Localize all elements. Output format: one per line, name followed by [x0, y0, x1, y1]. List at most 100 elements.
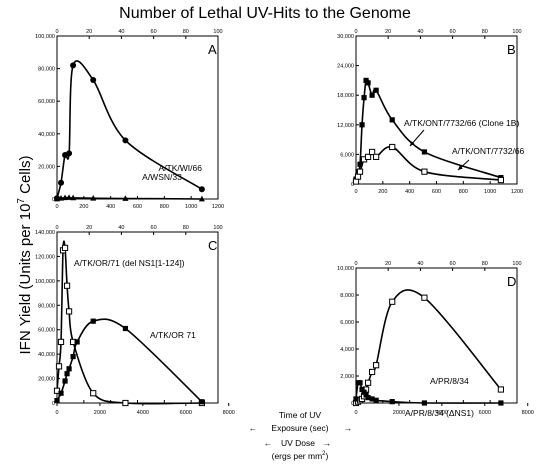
panel-c-ytick-label: 80,000 [38, 303, 55, 309]
figure-title: Number of Lethal UV-Hits to the Genome [119, 5, 411, 22]
panel-b-xtick-label: 1200 [511, 189, 523, 195]
panel-b-series-1-point [352, 178, 360, 185]
panel-b-xtick-label: 600 [432, 189, 441, 195]
panel-b-ytick-label: 24,000 [337, 64, 354, 70]
panel-a-frame [56, 35, 219, 200]
center-right-arrow-icon-2: → [323, 438, 332, 448]
panel-b-ytick-label: 6,000 [340, 152, 354, 158]
panel-a-series-0-point [58, 179, 65, 186]
panel-b-ytick-label: 0 [351, 182, 354, 188]
panel-b-series-1-point [373, 153, 380, 160]
panel-c-series-0-point [90, 390, 97, 397]
panel-b-series-0-point [389, 117, 395, 123]
panel-a-series-1-label: A/WSN/33 [142, 172, 182, 182]
panel-c-dose-tick-label: 8000 [223, 410, 235, 416]
panel-c-series-1-point [70, 353, 76, 360]
panel-c-series-0-point [55, 363, 63, 370]
panel-b-letter: B [507, 42, 516, 57]
panel-d-series-0-point [369, 368, 376, 376]
panel-b-ytick-label: 18,000 [337, 93, 354, 99]
center-label-line1: Time of UV [279, 410, 322, 420]
panel-a-xtick-label: 800 [160, 204, 169, 210]
panel-a-series-0-point [66, 150, 73, 157]
center-left-arrow-icon: ← [249, 423, 258, 433]
panel-c-series-1-point [54, 397, 60, 404]
panel-b-xtick-label: 0 [354, 189, 357, 195]
panel-a-ytick-label: 80,000 [38, 67, 55, 73]
panel-d-dose-tick-label: 6000 [479, 410, 491, 416]
center-axis-label: Time of UV ← Exposure (sec) → ← UV Dose … [249, 410, 353, 461]
panel-a-xtick-label: 0 [55, 204, 58, 210]
panel-c-series-0-point [57, 338, 65, 346]
panel-c-top-tick-label: 40 [118, 225, 124, 231]
panel-c-top-tick-label: 0 [55, 225, 58, 231]
panel-b-series-0-point [361, 95, 367, 101]
panel-d-series-1-point [369, 396, 375, 402]
y-axis-label: IFN Yield (Units per 107 Cells) [16, 156, 34, 355]
panel-c-series-1-point [74, 339, 80, 345]
panel-a-ytick-label: 20,000 [38, 164, 55, 170]
panel-c-series-1-point [58, 390, 64, 396]
panel-d-letter: D [507, 274, 516, 289]
panel-a-series-1-point [62, 194, 69, 201]
panel-c-series-1-point [90, 318, 96, 324]
panel-c-ytick-label: 120,000 [35, 254, 55, 260]
panel-d-series-1-point [359, 386, 365, 393]
panel-a-xtick-label: 400 [106, 204, 115, 210]
panel-a-series-1-point [198, 195, 205, 202]
panel-b-series-1-label: A/TK/ONT/7732/66 [452, 146, 525, 156]
panel-d-series-0-point [497, 386, 504, 393]
panel-a-xtick-label: 600 [133, 204, 142, 210]
panel-d-series-1-point [365, 395, 371, 401]
panel-d-series-1-point [361, 389, 367, 395]
panel-a-series-0-point [198, 186, 205, 193]
panel-d-ytick-label: 10,000 [337, 266, 354, 272]
panel-c-series-1-line [56, 318, 203, 403]
panel-b-series-0-line [355, 78, 502, 180]
panel-c: 0 20 40 60 80 100 0 2000 4000 6000 8000 0 20,000 40,0… [35, 225, 235, 416]
panel-d-ytick-label: 2,000 [340, 374, 354, 380]
center-label-line4: (ergs per mm2) [272, 451, 329, 461]
panel-c-series-1-point [199, 399, 205, 405]
panel-c-ytick-label: 60,000 [38, 328, 55, 334]
panel-b-top-tick-label: 100 [512, 29, 521, 35]
panel-b-xtick-label: 200 [378, 189, 387, 195]
panel-a-series-1-line [56, 196, 202, 200]
panel-c-top-tick-label: 100 [213, 225, 222, 231]
panel-c-series-1-point [64, 371, 70, 377]
panel-b-series-1-point [421, 168, 428, 175]
panel-d-top-tick-label: 80 [482, 261, 488, 267]
center-label-line2: Exposure (sec) [271, 423, 328, 433]
panel-d-dose-tick-label: 8000 [522, 410, 534, 416]
panel-a-series-1-point [122, 195, 129, 201]
panel-d-series-1-point [353, 396, 359, 402]
panel-d-dose-tick-label: 0 [354, 410, 357, 416]
panel-b-xtick-label: 800 [459, 189, 468, 195]
panel-a-ytick-label: 60,000 [38, 99, 55, 105]
panel-d-series-1-label: A/PR/8/34 (ΔNS1) [405, 408, 474, 418]
panel-c-top-tick-label: 20 [86, 225, 92, 231]
panel-a-xtick-label: 1000 [185, 204, 197, 210]
panel-b-pointer-arrowhead-0 [410, 141, 415, 146]
panel-c-series-1-label: A/TK/OR 71 [150, 330, 196, 340]
panel-d-series-0-point [389, 298, 396, 305]
center-left-arrow-icon-2: ← [264, 438, 273, 448]
panel-d-series-1-point [373, 397, 379, 403]
panel-b-top-tick-label: 60 [450, 29, 456, 35]
panel-b-series-0-point [365, 80, 371, 86]
panel-a-xtick-label: 1200 [212, 204, 224, 210]
panel-a-top-tick-label: 80 [183, 29, 189, 35]
center-right-arrow-icon: → [344, 423, 353, 433]
panel-a-series-0-point [70, 62, 77, 69]
panel-b-series-1-point [369, 148, 376, 156]
panel-a-top-tick-label: 100 [213, 29, 222, 35]
panel-a-series-0-point [122, 137, 129, 144]
panel-d-top-tick-label: 60 [450, 261, 456, 267]
panel-d-series-0-point [373, 362, 380, 369]
panel-b-top-tick-label: 80 [482, 29, 488, 35]
panel-c-dose-tick-label: 0 [55, 410, 58, 416]
panel-b-series-1-point [364, 153, 372, 160]
panel-a-ytick-label: 40,000 [38, 132, 55, 138]
